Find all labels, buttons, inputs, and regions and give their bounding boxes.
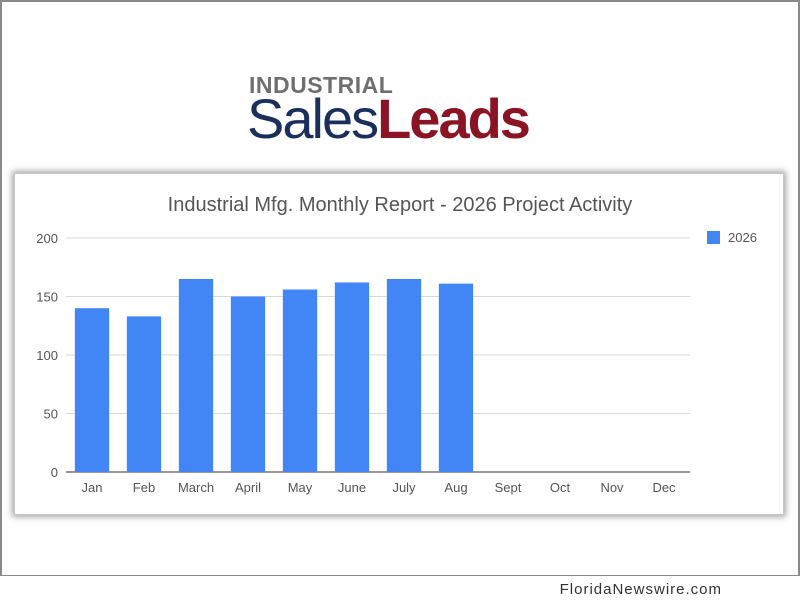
y-tick-label: 0 <box>51 465 58 480</box>
bar <box>230 296 266 472</box>
x-tick-label: Dec <box>652 480 676 495</box>
logo-leads-text: Leads <box>377 87 531 150</box>
x-tick-label: May <box>288 480 313 495</box>
bar <box>334 282 370 472</box>
x-tick-label: Nov <box>600 480 624 495</box>
legend-label: 2026 <box>728 230 757 245</box>
x-tick-label: July <box>392 480 416 495</box>
bar <box>386 278 422 472</box>
x-tick-label: Feb <box>133 480 155 495</box>
bar <box>178 278 214 472</box>
footer-bar <box>0 576 800 600</box>
logo-sales-text: Sales <box>247 87 379 150</box>
logo-industrial-text: INDUSTRIAL <box>249 72 394 98</box>
x-tick-label: Oct <box>550 480 571 495</box>
bar <box>438 283 474 472</box>
y-tick-label: 200 <box>36 231 58 246</box>
logo-wordmark: SalesLeads <box>247 86 531 151</box>
legend-swatch <box>707 231 720 244</box>
bar <box>74 308 110 472</box>
bar <box>126 316 162 472</box>
x-tick-label: Sept <box>495 480 522 495</box>
x-tick-label: April <box>235 480 261 495</box>
x-tick-label: June <box>338 480 366 495</box>
y-tick-label: 100 <box>36 348 58 363</box>
footer-credit: FloridaNewswire.com <box>559 581 722 598</box>
bar <box>282 289 318 472</box>
industrial-sales-leads-logo: INDUSTRIAL SalesLeads <box>247 72 567 152</box>
x-tick-label: March <box>178 480 214 495</box>
y-tick-label: 150 <box>36 290 58 305</box>
x-tick-label: Jan <box>82 480 103 495</box>
x-tick-label: Aug <box>444 480 467 495</box>
y-tick-label: 50 <box>44 407 58 422</box>
chart-title: Industrial Mfg. Monthly Report - 2026 Pr… <box>167 194 633 216</box>
